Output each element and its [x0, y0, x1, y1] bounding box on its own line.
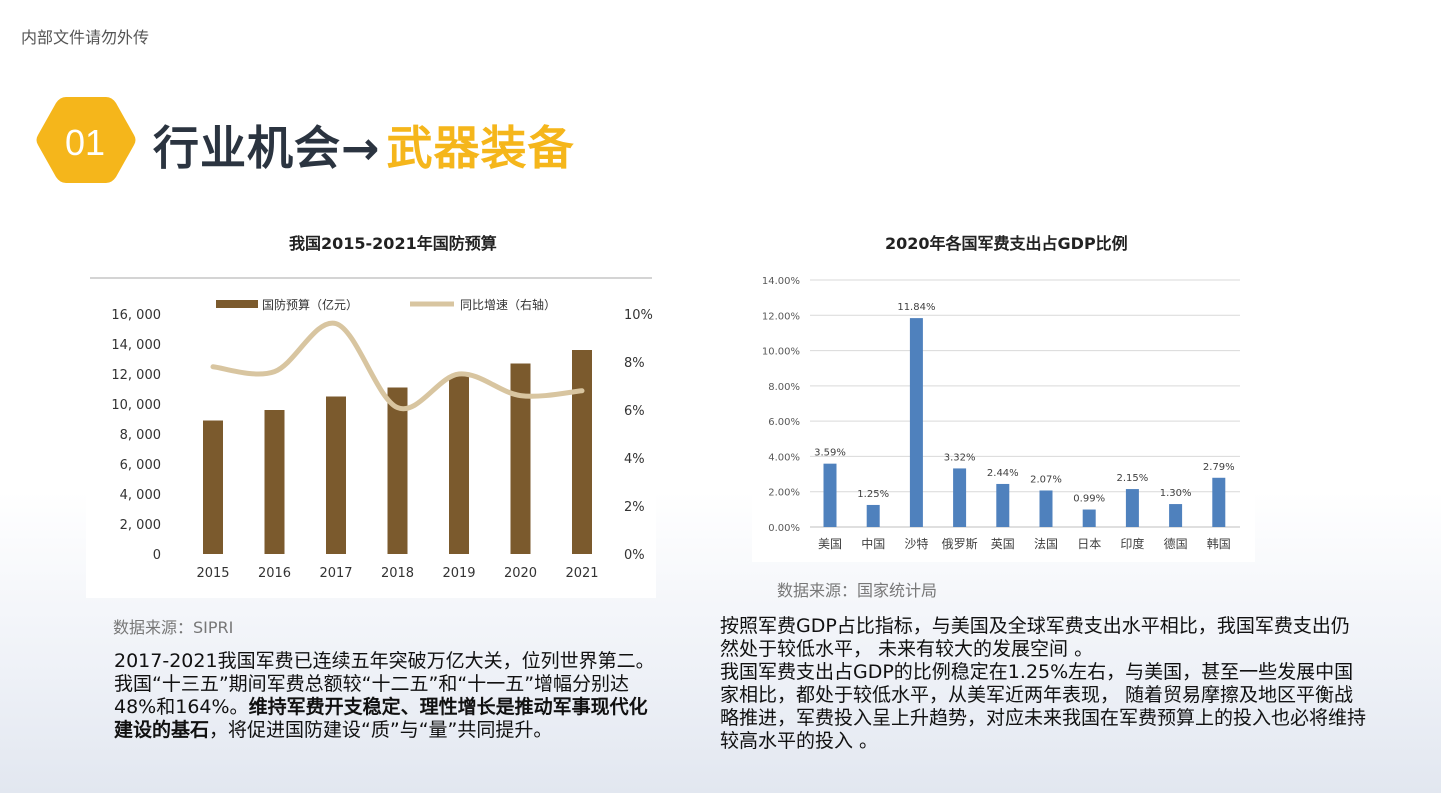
budget-bar [264, 410, 285, 554]
page-title: 行业机会→ 武器装备 [153, 112, 575, 178]
budget-bar [387, 387, 408, 554]
x-tick-label: 2015 [196, 566, 229, 581]
y-tick-label: 4, 000 [120, 488, 161, 503]
gdp-ratio-bar [866, 504, 880, 527]
right-paragraph-2: 我国军费支出占GDP的比例稳定在1.25%左右，与美国，甚至一些发展中国家相比，… [720, 661, 1367, 752]
gdp-ratio-chart: 0.00% 2.00% 4.00% 6.00% 8.00% 10.00% 12.00% 14.… [752, 262, 1255, 562]
y2-tick-label: 6% [624, 404, 645, 419]
gdp-ratio-bar [1169, 504, 1183, 527]
y-tick-label: 10.00% [762, 347, 800, 358]
y-tick-label: 4.00% [768, 452, 800, 463]
y-tick-label: 16, 000 [111, 308, 161, 323]
badge-hexagon [36, 97, 136, 183]
budget-bar [203, 420, 223, 554]
gdp-ratio-bar [1212, 477, 1226, 527]
gdp-ratio-bar [996, 483, 1010, 527]
data-label: 3.32% [944, 452, 976, 463]
y2-tick-label: 0% [624, 548, 645, 563]
y-tick-label: 6.00% [768, 417, 800, 428]
y-tick-label: 12.00% [762, 311, 800, 322]
data-label: 2.79% [1203, 462, 1235, 473]
y2-tick-label: 10% [624, 308, 653, 323]
gdp-ratio-bar [1125, 489, 1139, 527]
title-badge: 01 [36, 97, 136, 183]
data-label: 11.84% [897, 302, 935, 313]
x-tick-label: 日本 [1077, 537, 1101, 551]
data-label: 2.44% [987, 468, 1019, 479]
x-tick-label: 2016 [258, 566, 291, 581]
left-chart-title: 我国2015-2021年国防预算 [289, 234, 497, 253]
x-tick-label: 印度 [1120, 536, 1144, 551]
data-label: 2.07% [1030, 474, 1062, 485]
x-tick-label: 2020 [504, 566, 537, 581]
defense-budget-chart: 国防预算（亿元） 同比增速（右轴） 0 2, 000 4, 000 6, 000 8, … [86, 262, 656, 598]
y-tick-label: 2, 000 [120, 518, 161, 533]
budget-bar [326, 396, 346, 554]
right-chart-title: 2020年各国军费支出占GDP比例 [885, 234, 1128, 253]
budget-bar [449, 375, 469, 554]
x-tick-label: 英国 [991, 537, 1015, 551]
legend-line-label: 同比增速（右轴） [460, 297, 556, 312]
budget-bar [510, 363, 531, 554]
x-tick-label: 德国 [1164, 536, 1188, 551]
left-paragraph: 2017-2021我国军费已连续五年突破万亿大关，位列世界第二。我国“十三五”期… [114, 650, 662, 742]
gdp-ratio-bar [1039, 490, 1053, 527]
x-tick-label: 2021 [565, 566, 598, 581]
x-tick-label: 俄罗斯 [942, 537, 978, 551]
left-source: 数据来源：SIPRI [113, 618, 234, 637]
right-paragraph-1: 按照军费GDP占比指标，与美国及全球军费支出水平相比，我国军费支出仍然处于较低水… [720, 615, 1350, 660]
badge-number: 01 [65, 122, 105, 163]
x-tick-label: 2017 [319, 566, 352, 581]
y-tick-label: 8, 000 [120, 428, 161, 443]
gdp-ratio-bar [1082, 509, 1096, 527]
chart-background [86, 262, 656, 598]
gdp-ratio-bar [823, 463, 837, 527]
x-tick-label: 沙特 [904, 536, 928, 551]
data-label: 0.99% [1073, 494, 1105, 505]
y-tick-label: 12, 000 [111, 368, 161, 383]
y-tick-label: 14, 000 [111, 338, 161, 353]
title-accent: 武器装备 [386, 121, 575, 175]
data-label: 2.15% [1117, 473, 1149, 484]
y-tick-label: 0 [153, 548, 161, 563]
x-tick-label: 2018 [381, 566, 414, 581]
left-paragraph-text: 2017-2021我国军费已连续五年突破万亿大关，位列世界第二。我国“十三五”期… [114, 650, 655, 718]
y2-tick-label: 8% [624, 356, 645, 371]
left-paragraph-bold: 维持军费开支稳定、理性增长是推动军事现代化建设的基石 [114, 696, 648, 741]
y2-tick-label: 2% [624, 500, 645, 515]
data-label: 3.59% [814, 448, 846, 459]
left-paragraph-tail: ，将促进国防建设“质”与“量”共同提升。 [209, 719, 553, 741]
data-label: 1.25% [857, 489, 889, 500]
y-tick-label: 10, 000 [111, 398, 161, 413]
title-main: 行业机会→ [153, 121, 381, 175]
growth-rate-line [210, 320, 585, 412]
y-tick-label: 14.00% [762, 276, 800, 287]
budget-bar [572, 350, 592, 554]
gdp-ratio-bar [909, 318, 923, 527]
y-tick-label: 8.00% [768, 382, 800, 393]
right-source: 数据来源：国家统计局 [777, 581, 938, 600]
legend-bar-swatch [216, 300, 258, 308]
x-tick-label: 2019 [442, 566, 475, 581]
gdp-ratio-bar [953, 468, 967, 527]
legend-bar-label: 国防预算（亿元） [262, 297, 358, 312]
data-label: 1.30% [1160, 488, 1192, 499]
y-tick-label: 0.00% [768, 523, 800, 534]
y-tick-label: 2.00% [768, 488, 800, 499]
watermark-text: 内部文件请勿外传 [21, 28, 150, 47]
right-paragraph: 按照军费GDP占比指标，与美国及全球军费支出水平相比，我国军费支出仍然处于较低水… [720, 615, 1368, 753]
x-tick-label: 美国 [818, 537, 842, 551]
y-tick-label: 6, 000 [120, 458, 161, 473]
x-tick-label: 中国 [861, 536, 885, 551]
y2-tick-label: 4% [624, 452, 645, 467]
x-tick-label: 法国 [1034, 537, 1058, 551]
x-tick-label: 韩国 [1207, 536, 1231, 551]
